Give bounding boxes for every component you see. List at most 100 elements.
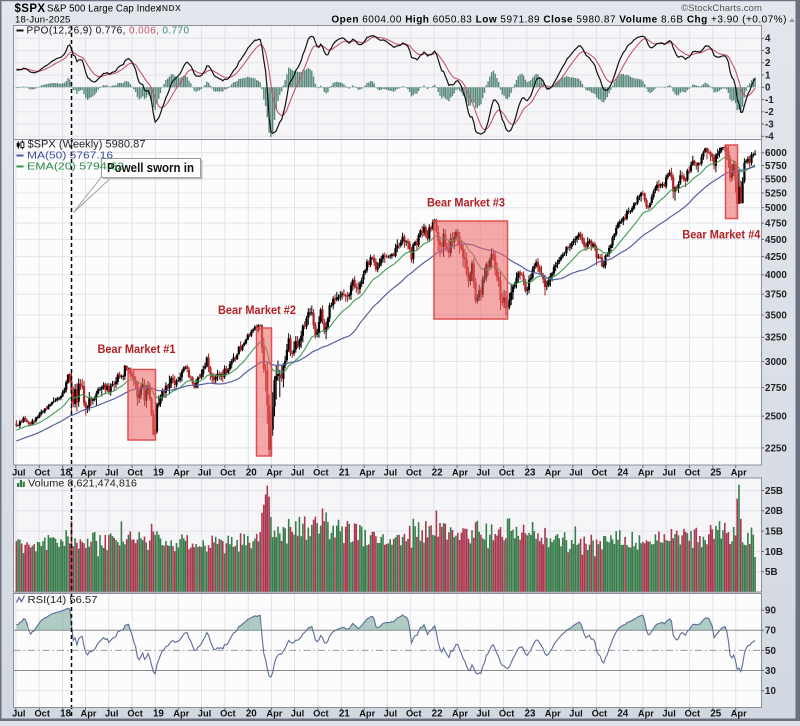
svg-text:Bear Market #4: Bear Market #4: [682, 230, 761, 242]
svg-text:2: 2: [765, 58, 771, 69]
svg-text:3500: 3500: [765, 310, 787, 321]
svg-text:2500: 2500: [765, 412, 787, 423]
svg-text:Apr: Apr: [731, 467, 747, 477]
svg-text:3000: 3000: [765, 357, 787, 368]
svg-text:INDX: INDX: [159, 3, 181, 13]
svg-text:Jul: Jul: [569, 467, 582, 477]
svg-text:Jul: Jul: [105, 467, 118, 477]
svg-text:22: 22: [432, 467, 443, 478]
svg-text:Oct: Oct: [34, 467, 50, 477]
svg-text:90: 90: [765, 606, 776, 617]
svg-text:5000: 5000: [765, 203, 787, 214]
svg-text:3750: 3750: [765, 290, 787, 301]
svg-text:21: 21: [339, 467, 350, 478]
svg-text:Oct: Oct: [685, 708, 701, 718]
svg-text:-4: -4: [765, 132, 774, 143]
svg-text:$SPX: $SPX: [15, 3, 46, 15]
svg-text:24: 24: [617, 708, 628, 719]
svg-text:Oct: Oct: [406, 708, 422, 718]
svg-text:-3: -3: [765, 120, 774, 131]
svg-text:Apr: Apr: [359, 708, 375, 718]
svg-text:18-Jun-2025: 18-Jun-2025: [15, 15, 71, 26]
svg-text:Bear Market #3: Bear Market #3: [427, 198, 505, 210]
svg-text:Apr: Apr: [731, 708, 747, 718]
svg-text:Jul: Jul: [105, 708, 118, 718]
svg-text:0: 0: [765, 83, 771, 94]
svg-text:20: 20: [246, 467, 257, 478]
svg-text:Jul: Jul: [291, 467, 304, 477]
svg-text:Jul: Jul: [569, 708, 582, 718]
svg-text:4000: 4000: [765, 270, 787, 281]
svg-text:Apr: Apr: [173, 467, 189, 477]
svg-text:50: 50: [765, 646, 776, 657]
svg-text:Jul: Jul: [384, 467, 397, 477]
svg-text:25: 25: [710, 467, 721, 478]
svg-text:20: 20: [246, 708, 257, 719]
svg-text:1: 1: [765, 70, 771, 81]
svg-text:Apr: Apr: [80, 708, 96, 718]
svg-text:S&P 500 Large Cap Index: S&P 500 Large Cap Index: [47, 4, 161, 15]
svg-text:21: 21: [339, 708, 350, 719]
svg-text:10: 10: [765, 686, 776, 697]
svg-text:Oct: Oct: [220, 467, 236, 477]
svg-text:Apr: Apr: [80, 467, 96, 477]
svg-text:Jul: Jul: [662, 467, 675, 477]
svg-text:Bear Market #1: Bear Market #1: [98, 344, 177, 356]
svg-text:Oct: Oct: [406, 467, 422, 477]
svg-text:Jul: Jul: [198, 467, 211, 477]
svg-text:4750: 4750: [765, 219, 787, 230]
svg-text:Bear Market #2: Bear Market #2: [218, 305, 296, 317]
svg-text:Apr: Apr: [452, 467, 468, 477]
svg-text:-1: -1: [765, 95, 774, 106]
svg-text:6000: 6000: [765, 148, 787, 159]
svg-text:3: 3: [765, 46, 771, 57]
svg-text:$SPX (Weekly) 5980.87: $SPX (Weekly) 5980.87: [28, 139, 146, 151]
svg-text:Oct: Oct: [313, 708, 329, 718]
svg-text:Oct: Oct: [592, 708, 608, 718]
svg-text:Jul: Jul: [12, 467, 25, 477]
svg-text:Oct: Oct: [313, 467, 329, 477]
svg-text:23: 23: [525, 708, 536, 719]
svg-text:Apr: Apr: [266, 708, 282, 718]
svg-text:24: 24: [617, 467, 628, 478]
svg-text:5500: 5500: [765, 174, 787, 185]
svg-text:Jul: Jul: [662, 708, 675, 718]
svg-text:Jul: Jul: [476, 467, 489, 477]
svg-text:Apr: Apr: [452, 708, 468, 718]
svg-text:Oct: Oct: [127, 467, 143, 477]
svg-text:Apr: Apr: [266, 467, 282, 477]
svg-text:Oct: Oct: [499, 467, 515, 477]
svg-text:5250: 5250: [765, 188, 787, 199]
svg-text:Oct: Oct: [685, 467, 701, 477]
svg-text:18: 18: [60, 708, 71, 719]
svg-text:-2: -2: [765, 107, 774, 118]
svg-text:5750: 5750: [765, 161, 787, 172]
svg-text:Open 6004.00 High 6050.83 Low: Open 6004.00 High 6050.83 Low 5971.89 Cl…: [331, 15, 787, 26]
svg-text:Oct: Oct: [499, 708, 515, 718]
svg-text:Oct: Oct: [34, 708, 50, 718]
svg-text:4250: 4250: [765, 252, 787, 263]
svg-text:4500: 4500: [765, 235, 787, 246]
svg-text:PPO(12,26,9) 0.776, 0.006, 0.7: PPO(12,26,9) 0.776, 0.006, 0.770: [27, 26, 190, 37]
svg-text:10B: 10B: [765, 547, 783, 558]
svg-text:Jul: Jul: [476, 708, 489, 718]
svg-text:15B: 15B: [765, 527, 783, 538]
svg-text:5B: 5B: [765, 567, 778, 578]
svg-text:EMA(20) 5794.62: EMA(20) 5794.62: [27, 162, 124, 173]
svg-text:4: 4: [765, 34, 771, 45]
svg-text:20B: 20B: [765, 506, 783, 517]
svg-text:Apr: Apr: [545, 467, 561, 477]
svg-text:Jul: Jul: [291, 708, 304, 718]
svg-text:Apr: Apr: [359, 467, 375, 477]
svg-text:Apr: Apr: [638, 467, 654, 477]
svg-text:Apr: Apr: [638, 708, 654, 718]
svg-text:19: 19: [153, 708, 164, 719]
svg-text:3250: 3250: [765, 333, 787, 344]
svg-text:30: 30: [765, 666, 776, 677]
svg-text:2750: 2750: [765, 383, 787, 394]
svg-text:MA(50) 5767.16: MA(50) 5767.16: [27, 151, 113, 162]
svg-text:Jul: Jul: [198, 708, 211, 718]
svg-text:19: 19: [153, 467, 164, 478]
svg-text:Oct: Oct: [127, 708, 143, 718]
svg-text:Oct: Oct: [220, 708, 236, 718]
